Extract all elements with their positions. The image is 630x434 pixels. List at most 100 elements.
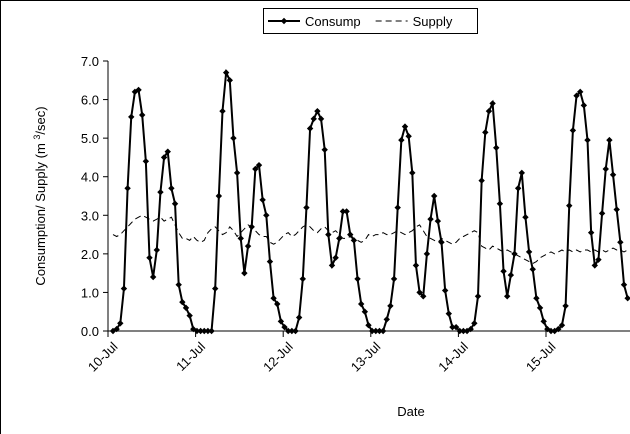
data-point — [295, 314, 303, 321]
data-point — [157, 188, 164, 196]
data-point — [317, 115, 325, 123]
data-point — [525, 248, 533, 256]
data-point — [230, 134, 237, 142]
data-point — [602, 165, 609, 173]
data-point — [445, 310, 452, 317]
data-point — [496, 200, 504, 207]
data-point — [212, 285, 219, 292]
data-point — [609, 171, 617, 178]
data-point — [146, 254, 153, 261]
data-point — [347, 231, 354, 238]
data-point — [139, 111, 146, 119]
data-point — [566, 202, 573, 209]
data-point — [569, 127, 577, 134]
data-point — [504, 293, 511, 300]
data-point — [365, 322, 372, 329]
data-point — [281, 323, 288, 331]
data-point — [383, 316, 390, 323]
data-point — [208, 327, 215, 335]
data-point — [420, 293, 427, 300]
data-point — [536, 304, 544, 312]
y-axis-title: Consumption/ Supply (m 3/sec) — [32, 106, 48, 285]
data-point — [587, 229, 595, 236]
data-point — [434, 217, 442, 225]
data-point — [460, 327, 467, 335]
data-point — [361, 308, 369, 315]
data-point — [175, 281, 182, 288]
data-point — [186, 312, 193, 319]
y-tick-label: 5.0 — [81, 131, 99, 146]
data-point — [252, 165, 259, 173]
data-point — [591, 262, 598, 269]
data-point — [201, 327, 208, 335]
data-point — [204, 327, 212, 335]
data-point — [303, 204, 310, 211]
data-point — [482, 129, 489, 136]
data-point — [197, 327, 204, 335]
data-point — [379, 327, 387, 335]
data-point — [179, 298, 186, 306]
data-point — [237, 235, 244, 242]
y-tick-label: 2.0 — [81, 247, 99, 262]
data-point — [226, 77, 233, 84]
data-point — [306, 125, 314, 132]
series-line — [112, 214, 628, 265]
data-point — [113, 325, 120, 333]
data-point — [577, 88, 584, 96]
data-point — [390, 275, 398, 283]
data-point — [405, 133, 412, 140]
data-point — [620, 281, 628, 288]
data-point — [128, 113, 135, 121]
data-point — [193, 327, 201, 335]
data-point — [423, 250, 431, 258]
data-point — [467, 325, 474, 333]
data-point — [613, 206, 620, 213]
data-point — [135, 86, 142, 94]
x-axis-title: Date — [397, 404, 424, 419]
data-point — [449, 323, 456, 331]
legend-label: Consump — [305, 14, 361, 29]
data-point — [562, 302, 569, 310]
data-point — [259, 196, 266, 204]
y-tick-label: 6.0 — [81, 93, 99, 108]
data-point — [263, 212, 270, 219]
y-tick-label: 1.0 — [81, 285, 99, 300]
data-point — [427, 215, 434, 223]
data-point — [325, 231, 332, 238]
legend-marker — [280, 17, 288, 25]
data-point — [573, 92, 580, 99]
data-point — [544, 325, 551, 333]
data-point — [547, 327, 555, 335]
data-point — [606, 136, 613, 144]
data-point — [598, 210, 606, 217]
data-point — [244, 242, 252, 250]
data-point — [558, 322, 566, 329]
data-point — [215, 192, 223, 200]
y-axis-title-sup: 3 — [32, 135, 42, 140]
data-point — [555, 325, 562, 333]
data-point — [288, 327, 296, 335]
data-point — [321, 146, 328, 153]
data-point — [339, 208, 347, 215]
data-point — [478, 177, 485, 184]
data-point — [584, 136, 591, 144]
data-point — [314, 107, 321, 115]
data-point — [310, 115, 317, 123]
data-point — [441, 287, 449, 294]
data-point — [117, 320, 124, 327]
data-point — [452, 323, 460, 331]
data-point — [241, 269, 248, 277]
data-point — [343, 208, 350, 215]
data-point — [376, 327, 383, 335]
y-axis-title-part: /sec) — [33, 106, 48, 134]
data-point — [299, 275, 306, 283]
data-point — [533, 295, 540, 302]
data-point — [474, 293, 482, 300]
y-tick-label: 7.0 — [81, 54, 99, 69]
data-point — [274, 300, 281, 308]
data-point — [580, 102, 588, 109]
y-axis-title-part: Consumption/ Supply (m — [33, 140, 48, 286]
data-point — [493, 144, 500, 151]
data-point — [394, 204, 401, 211]
data-point — [354, 275, 361, 283]
